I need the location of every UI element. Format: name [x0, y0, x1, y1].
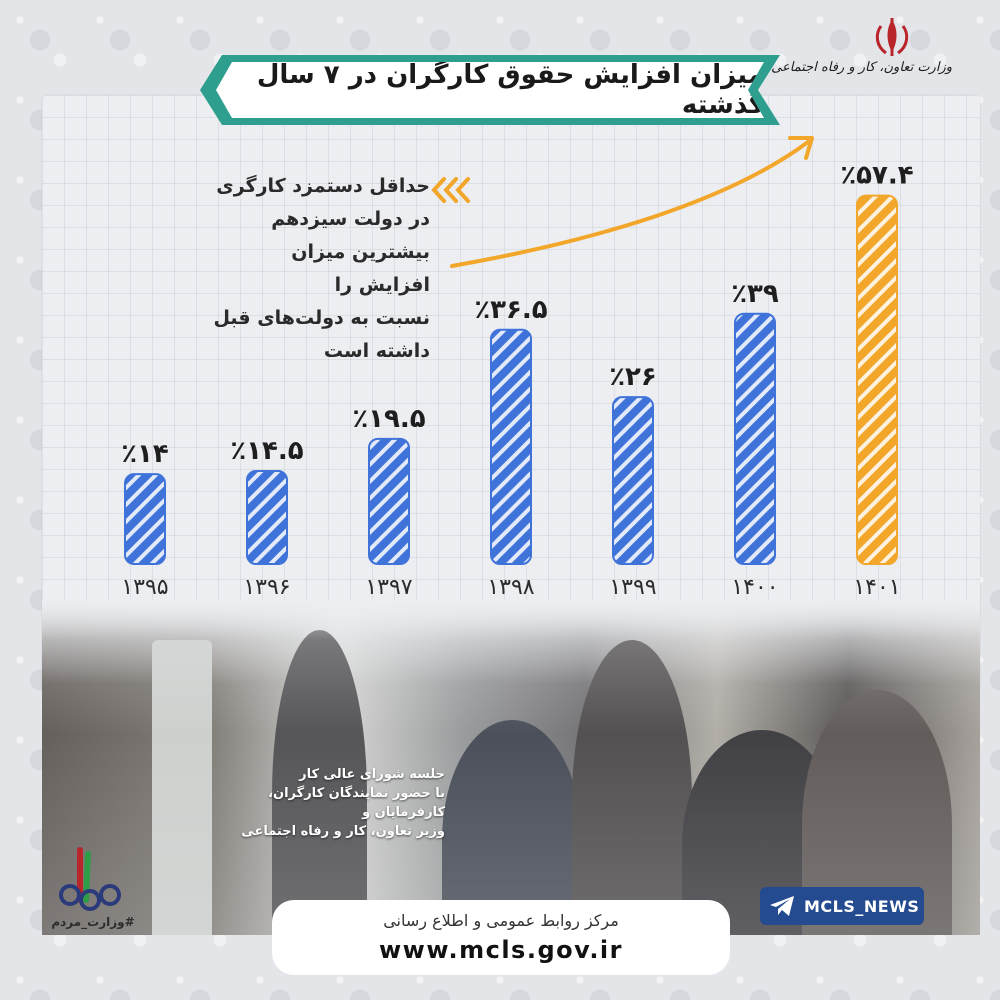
caption-line: وزیر تعاون، کار و رفاه اجتماعی	[241, 824, 445, 839]
bar-chart: ٪۱۴ ۱۳۹۵ ٪۱۴.۵ ۱۳۹۶ ٪۱۹.۵ ۱۳۹۷ ٪۳۶.۵ ۱۳۹۸ ٪۲۶ ۱۳۹…	[121, 161, 913, 600]
meeting-photo	[42, 600, 980, 935]
value-label-5: ٪۳۹	[731, 279, 779, 309]
annotation-line: افزایش را	[334, 274, 430, 296]
telegram-badge[interactable]: MCLS_NEWS	[760, 887, 924, 925]
footer-org: مرکز روابط عمومی و اطلاع رسانی	[383, 911, 619, 930]
bar-4	[612, 396, 654, 565]
ministry-logo: وزارت تعاون، کار و رفاه اجتماعی	[752, 16, 952, 88]
bar-0	[124, 473, 166, 565]
caption-line: جلسه شورای عالی کار	[299, 767, 445, 782]
annotation-line: نسبت به دولت‌های قبل	[213, 307, 430, 329]
value-label-3: ٪۳۶.۵	[474, 295, 547, 325]
emblem-icon	[875, 18, 909, 56]
annotation-line: در دولت سیزدهم	[271, 208, 430, 230]
hashtag-logo	[59, 847, 121, 911]
year-label-0: ۱۳۹۵	[121, 575, 168, 600]
footer-box: مرکز روابط عمومی و اطلاع رسانی www.mcls.…	[272, 900, 730, 975]
caption-line: با حضور نمایندگان کارگران،	[268, 786, 445, 801]
caption-line: کارفرمایان و	[362, 805, 445, 820]
page-title: میزان افزایش حقوق کارگران در ۷ سال گذشته	[256, 60, 764, 120]
chevron-left-icon	[431, 177, 470, 203]
year-label-2: ۱۳۹۷	[365, 575, 412, 600]
bar-5	[734, 312, 776, 565]
bar-2	[368, 437, 410, 565]
year-label-5: ۱۴۰۰	[731, 575, 778, 600]
bar-3	[490, 328, 532, 565]
hashtag-text: #وزارت_مردم	[51, 915, 135, 929]
value-label-4: ٪۲۶	[609, 362, 657, 392]
year-label-4: ۱۳۹۹	[609, 575, 656, 600]
year-label-3: ۱۳۹۸	[487, 575, 534, 600]
value-label-1: ٪۱۴.۵	[230, 436, 303, 466]
website-link[interactable]: www.mcls.gov.ir	[379, 936, 623, 964]
annotation-line: حداقل دستمزد کارگری	[216, 175, 430, 197]
annotation-text: حداقل دستمزد کارگری در دولت سیزدهم بیشتر…	[165, 170, 430, 368]
photo-fade	[42, 600, 980, 935]
bar-6	[856, 194, 898, 566]
photo-caption: جلسه شورای عالی کار با حضور نمایندگان کا…	[215, 765, 445, 841]
annotation-line: داشته است	[323, 340, 430, 362]
bar-1	[246, 469, 288, 566]
year-label-1: ۱۳۹۶	[243, 575, 290, 600]
ministry-name: وزارت تعاون، کار و رفاه اجتماعی	[771, 60, 952, 75]
value-label-6: ٪۵۷.۴	[840, 161, 913, 191]
year-label-6: ۱۴۰۱	[853, 575, 900, 600]
value-label-0: ٪۱۴	[121, 439, 169, 469]
value-label-2: ٪۱۹.۵	[352, 404, 425, 434]
telegram-handle: MCLS_NEWS	[804, 896, 920, 916]
annotation-line: بیشترین میزان	[291, 241, 430, 263]
title-box: میزان افزایش حقوق کارگران در ۷ سال گذشته	[216, 62, 764, 118]
telegram-icon	[770, 896, 794, 916]
